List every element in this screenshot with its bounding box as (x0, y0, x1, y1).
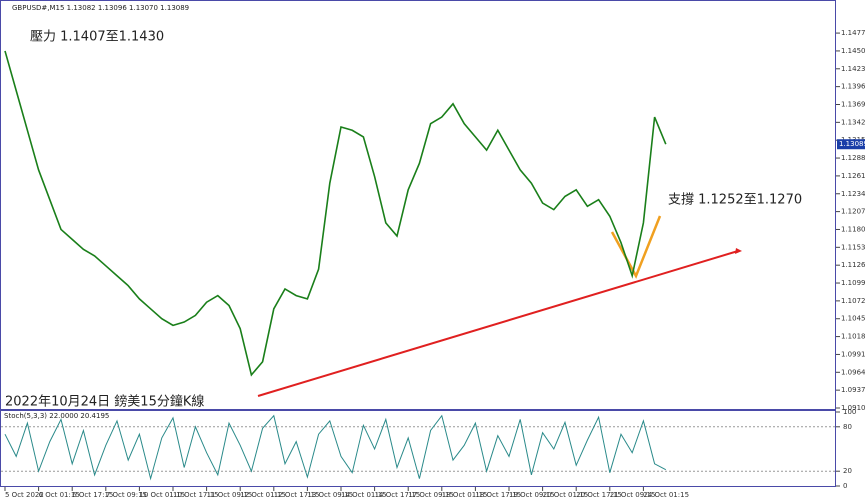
y-tick-label: 1.14770 (841, 29, 865, 37)
y-tick-label: 1.10450 (841, 315, 865, 323)
y-tick-label: 1.13960 (841, 83, 865, 91)
x-tick-label: 13 Oct 09:15 (307, 491, 353, 499)
x-tick-label: 12 Oct 01:15 (240, 491, 286, 499)
price-line (4, 50, 667, 377)
trend-line (257, 250, 739, 397)
support-note: 支撐 1.1252至1.1270 (668, 193, 802, 208)
y-tick-label: 1.09640 (841, 368, 865, 376)
x-tick-label: 14 Oct 17:15 (375, 491, 421, 499)
current-price-box (837, 139, 865, 150)
stoch-tick-label: 100 (843, 408, 856, 416)
y-tick-label: 1.09370 (841, 386, 865, 394)
y-tick-label: 1.09910 (841, 350, 865, 358)
stoch-tick-label: 0 (843, 482, 847, 490)
x-tick-label: 18 Oct 01:15 (442, 491, 488, 499)
x-tick-label: 10 Oct 01:15 (139, 491, 185, 499)
v-mark (610, 215, 662, 279)
main-panel (0, 0, 836, 410)
resistance-note: 壓力 1.1407至1.1430 (30, 30, 164, 45)
x-tick-label: 19 Oct 09:15 (509, 491, 555, 499)
y-tick-label: 1.12880 (841, 154, 865, 162)
stoch-tick-label: 80 (843, 423, 852, 431)
price-line (4, 414, 667, 481)
y-tick-label: 1.11260 (841, 261, 865, 269)
x-tick-label: 10 Oct 17:15 (173, 491, 219, 499)
x-tick-label: 18 Oct 17:15 (475, 491, 521, 499)
x-tick-label: 12 Oct 17:15 (274, 491, 320, 499)
x-tick-label: 20 Oct 17:15 (576, 491, 622, 499)
y-tick-label: 1.10720 (841, 297, 865, 305)
x-tick-label: 6 Oct 01:15 (39, 491, 80, 499)
x-tick-label: 7 Oct 09:15 (106, 491, 147, 499)
stoch-label: Stoch(5,3,3) 22.0000 20.4195 (4, 412, 109, 420)
y-tick-label: 1.14230 (841, 65, 865, 73)
y-tick-label: 1.10990 (841, 279, 865, 287)
y-tick-label: 1.12070 (841, 208, 865, 216)
stoch-tick-label: 20 (843, 467, 852, 475)
y-tick-label: 1.13420 (841, 118, 865, 126)
chart-title: GBPUSD#,M15 1.13082 1.13096 1.13070 1.13… (12, 4, 189, 12)
date-note: 2022年10月24日 鎊美15分鐘K線 (5, 394, 204, 410)
y-tick-label: 1.11800 (841, 225, 865, 233)
x-tick-label: 24 Oct 01:15 (643, 491, 689, 499)
y-tick-label: 1.13690 (841, 100, 865, 108)
x-tick-label: 17 Oct 09:15 (408, 491, 454, 499)
current-price-label: 1.13089 (839, 140, 865, 148)
y-tick-label: 1.12340 (841, 190, 865, 198)
trend-arrow (735, 248, 742, 254)
x-tick-label: 20 Oct 01:15 (543, 491, 589, 499)
x-tick-label: 5 Oct 2022 (5, 491, 44, 499)
x-tick-label: 11 Oct 09:15 (207, 491, 253, 499)
x-tick-label: 6 Oct 17:15 (72, 491, 113, 499)
x-tick-label: 14 Oct 01:15 (341, 491, 387, 499)
stoch-panel (0, 410, 836, 487)
y-tick-label: 1.11530 (841, 243, 865, 251)
y-tick-label: 1.14500 (841, 47, 865, 55)
y-tick-label: 1.10180 (841, 333, 865, 341)
x-tick-label: 21 Oct 09:15 (610, 491, 656, 499)
y-tick-label: 1.12610 (841, 172, 865, 180)
